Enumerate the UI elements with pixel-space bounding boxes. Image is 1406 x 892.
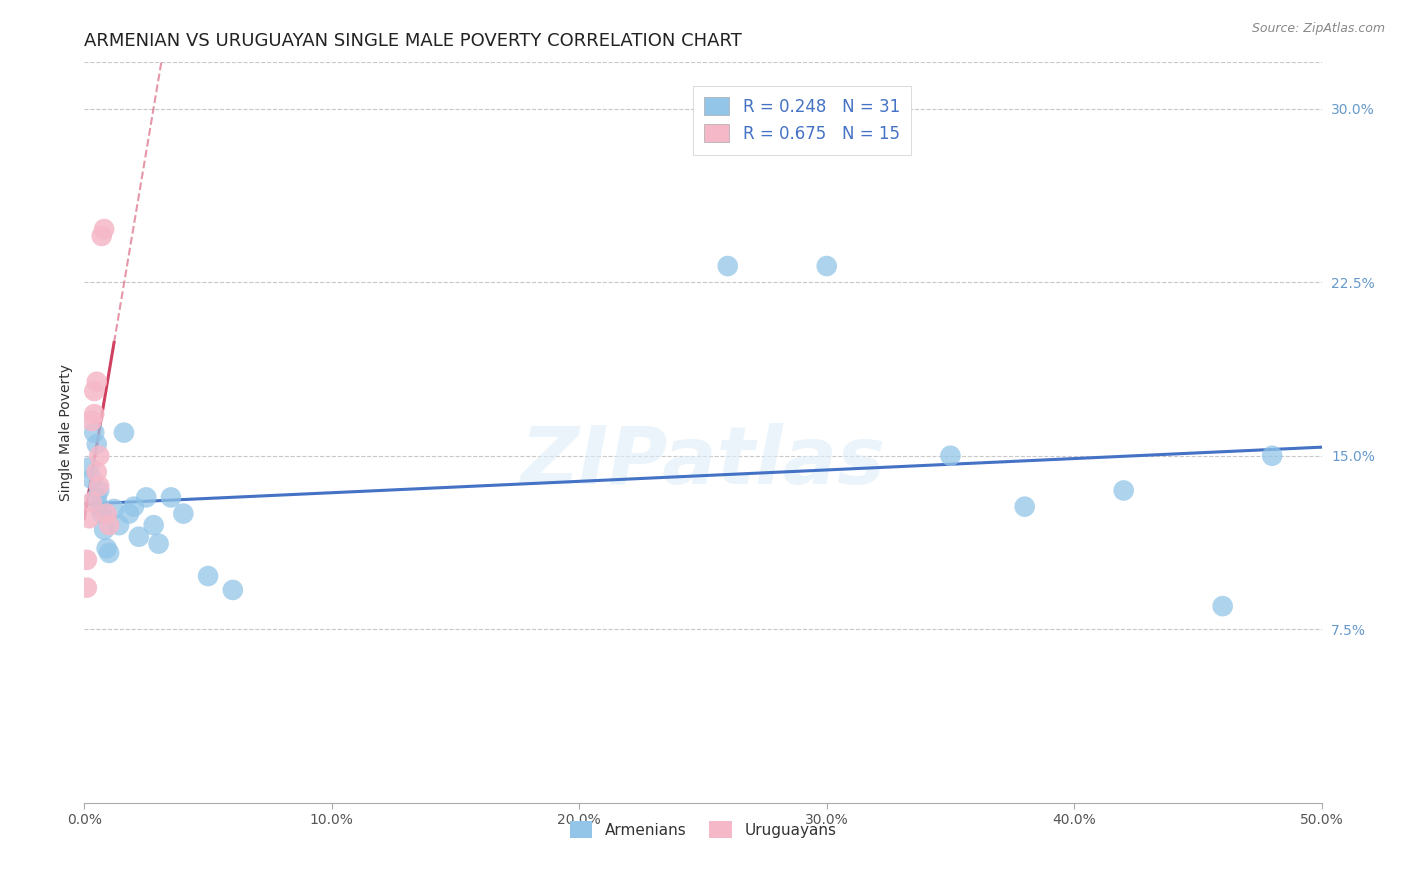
Point <box>90 229 112 244</box>
Point <box>222 582 245 597</box>
Y-axis label: Single Male Poverty: Single Male Poverty <box>59 364 73 501</box>
Point <box>717 259 740 273</box>
Point <box>86 375 108 389</box>
Point <box>112 425 135 440</box>
Point <box>90 507 112 521</box>
Point <box>197 569 219 583</box>
Point <box>80 495 103 509</box>
Point <box>80 414 103 428</box>
Text: ARMENIAN VS URUGUAYAN SINGLE MALE POVERTY CORRELATION CHART: ARMENIAN VS URUGUAYAN SINGLE MALE POVERT… <box>84 32 742 50</box>
Point <box>86 437 108 451</box>
Point <box>79 460 101 475</box>
Point <box>172 507 194 521</box>
Point <box>815 259 838 273</box>
Point <box>160 491 183 505</box>
Point <box>93 222 115 236</box>
Point <box>148 536 170 550</box>
Point <box>1112 483 1135 498</box>
Point <box>98 518 121 533</box>
Point <box>86 491 108 505</box>
Point <box>93 523 115 537</box>
Point <box>122 500 145 514</box>
Point <box>89 449 111 463</box>
Point <box>103 502 125 516</box>
Point <box>83 425 105 440</box>
Point <box>108 518 131 533</box>
Point <box>76 553 98 567</box>
Point <box>79 511 101 525</box>
Point <box>83 407 105 421</box>
Text: ZIPatlas: ZIPatlas <box>520 423 886 501</box>
Point <box>80 472 103 486</box>
Point <box>128 530 150 544</box>
Point <box>76 581 98 595</box>
Point <box>96 507 118 521</box>
Point <box>939 449 962 463</box>
Point <box>142 518 165 533</box>
Point <box>89 479 111 493</box>
Point <box>1014 500 1036 514</box>
Point <box>98 546 121 560</box>
Legend: Armenians, Uruguayans: Armenians, Uruguayans <box>564 815 842 844</box>
Text: Source: ZipAtlas.com: Source: ZipAtlas.com <box>1251 22 1385 36</box>
Point <box>89 483 111 498</box>
Point <box>96 541 118 556</box>
Point <box>89 500 111 514</box>
Point <box>83 384 105 398</box>
Point <box>1212 599 1234 614</box>
Point <box>135 491 157 505</box>
Point <box>118 507 141 521</box>
Point <box>86 465 108 479</box>
Point <box>1261 449 1284 463</box>
